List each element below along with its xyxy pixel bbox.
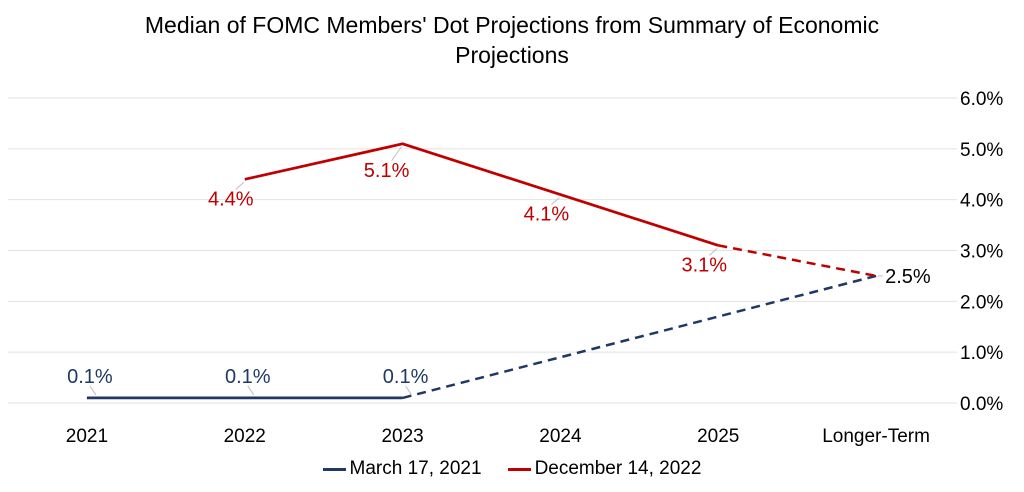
y-axis-label: 3.0% [960,242,1003,263]
label-leader-line [89,385,97,396]
x-axis-label: 2022 [224,426,266,447]
series-line-dashed-0 [402,274,877,400]
x-axis-label: Longer-Term [822,426,930,447]
y-axis-label: 0.0% [960,394,1003,415]
x-axis-label: 2024 [539,426,582,447]
y-axis-label: 5.0% [960,140,1003,161]
legend-item-december-14-2022: December 14, 2022 [507,458,702,480]
x-axis-label: 2023 [381,426,423,447]
x-axis-label: 2021 [66,426,108,447]
label-leader-line [391,146,402,162]
label-leader-line [235,181,245,190]
y-axis-label: 4.0% [960,191,1003,212]
legend-item-march-17-2021: March 17, 2021 [322,458,482,480]
data-label: 0.1% [225,366,271,388]
legend: March 17, 2021 December 14, 2022 [0,458,1024,480]
legend-label: December 14, 2022 [534,458,702,479]
data-label: 4.1% [524,204,570,226]
data-label: 5.1% [364,160,410,182]
series-line-solid-1 [244,142,719,247]
legend-line-swatch-blue [322,467,346,471]
chart-title: Median of FOMC Members' Dot Projections … [144,12,880,68]
data-label: 0.1% [383,366,429,388]
label-leader-line [247,385,255,396]
y-axis-label: 6.0% [960,89,1003,110]
label-leader-line [405,385,412,396]
data-label: 0.1% [67,366,113,388]
legend-line-swatch-red [507,467,531,471]
label-leader-line [551,197,560,205]
legend-label: March 17, 2021 [349,458,482,479]
series-line-dashed-1 [718,244,877,278]
data-label: 2.5% [885,266,931,288]
label-leader-line [708,248,718,256]
data-label: 3.1% [681,254,727,276]
y-axis-label: 2.0% [960,292,1003,313]
data-label: 4.4% [208,188,254,210]
x-axis-label: 2025 [697,426,739,447]
y-axis-label: 1.0% [960,343,1003,364]
